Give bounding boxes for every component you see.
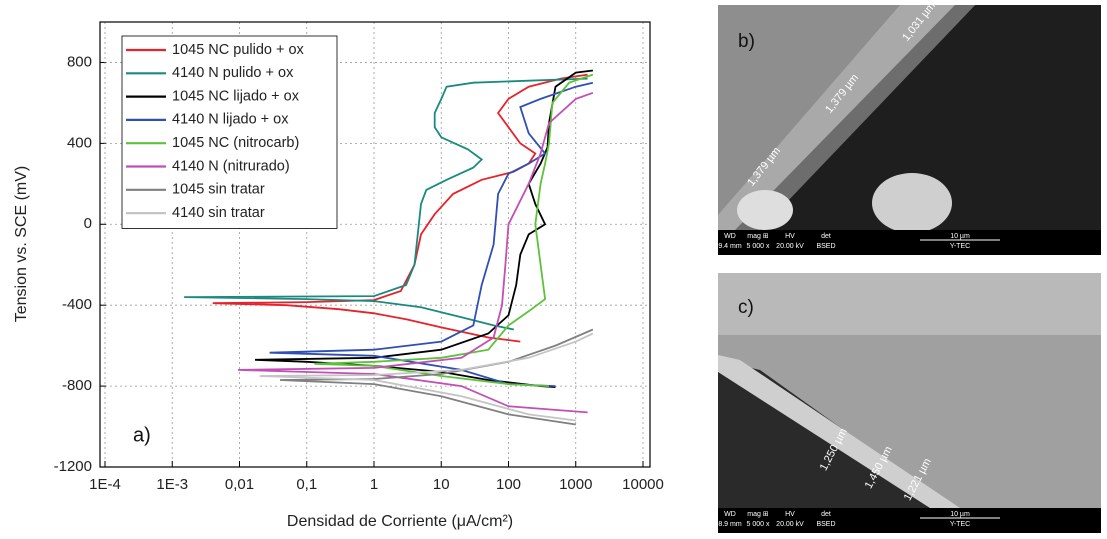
series-line [259, 332, 594, 422]
panel-label: c) [738, 297, 754, 318]
panel-label: b) [738, 31, 755, 52]
series-line [269, 81, 594, 387]
y-tick-label: 800 [67, 53, 92, 70]
legend-label: 4140 sin tratar [172, 205, 265, 221]
legend-box [121, 35, 338, 229]
series-line [184, 77, 588, 331]
info-text: 10 µm [950, 233, 970, 240]
legend-label: 1045 NC (nitrocarb) [172, 135, 299, 151]
info-bar [718, 508, 1101, 533]
info-text: BSED [816, 243, 835, 250]
sem-region [760, 5, 1101, 230]
info-text: BSED [816, 521, 835, 528]
series-line [254, 69, 594, 388]
x-tick-label: 100 [496, 476, 521, 493]
sem-region [718, 273, 1101, 335]
x-tick-label: 1000 [559, 476, 592, 493]
y-tick-label: -400 [62, 296, 92, 313]
legend-label: 1045 NC pulido + ox [172, 42, 305, 58]
info-text: mag ⊞ [747, 233, 768, 240]
y-axis-title: Tension vs. SCE (mV) [13, 166, 30, 322]
info-text: 8.9 mm [718, 521, 742, 528]
sem-particle [737, 190, 793, 230]
x-tick-label: 1 [370, 476, 378, 493]
y-tick-label: -800 [62, 377, 92, 394]
info-text: det [821, 233, 831, 240]
info-text: Y-TEC [950, 521, 970, 528]
series-line [237, 91, 594, 414]
panel-label: a) [133, 424, 151, 446]
sem-panel-c: 1,250 µm 1,450 µm 1,221 µm c) WD mag ⊞ H… [718, 273, 1101, 533]
legend-label: 1045 NC lijado + ox [172, 88, 300, 104]
x-tick-label: 10000 [622, 476, 664, 493]
info-text: Y-TEC [950, 243, 970, 250]
x-axis-title: Densidad de Corriente (μA/cm²) [287, 513, 513, 530]
x-tick-label: 1E-3 [156, 476, 188, 493]
sem-region [718, 355, 960, 508]
y-tick-label: 400 [67, 134, 92, 151]
plot-area: -1200 -800 -400 0 400 800 1E-4 1E-3 0,01 0,1 1 10 10… [54, 21, 664, 493]
sem-panel-b: 1,031 µm 1,379 µm 1,379 µm b) WD mag ⊞ H… [718, 5, 1101, 255]
info-text: WD [724, 233, 736, 240]
plot-frame [99, 21, 651, 468]
info-text: 5 000 x [747, 243, 770, 250]
legend-label: 1045 sin tratar [172, 182, 265, 198]
y-tick-label: -1200 [54, 458, 92, 475]
info-text: mag ⊞ [747, 511, 768, 518]
info-text: HV [785, 511, 795, 518]
series-line [212, 73, 588, 343]
legend-label: 4140 N pulido + ox [172, 65, 294, 81]
info-text: 20.00 kV [776, 521, 804, 528]
series-line [314, 73, 594, 387]
y-tick-label: 0 [84, 215, 92, 232]
info-text: WD [724, 511, 736, 518]
info-text: 10 µm [950, 511, 970, 518]
series-line [279, 328, 594, 426]
x-tick-label: 0,01 [225, 476, 254, 493]
info-bar [718, 230, 1101, 255]
legend: 1045 NC pulido + ox 4140 N pulido + ox 104… [121, 35, 338, 229]
legend-label: 4140 N lijado + ox [172, 112, 289, 128]
info-text: 5 000 x [747, 521, 770, 528]
x-tick-label: 10 [433, 476, 450, 493]
info-text: HV [785, 233, 795, 240]
legend-label: 4140 N (nitrurado) [172, 158, 290, 174]
sem-particle [872, 173, 952, 233]
x-tick-label: 1E-4 [89, 476, 121, 493]
x-tick-label: 0,1 [296, 476, 317, 493]
info-text: 9.4 mm [718, 243, 742, 250]
sem-region [735, 5, 975, 230]
info-text: 20.00 kV [776, 243, 804, 250]
info-text: det [821, 511, 831, 518]
